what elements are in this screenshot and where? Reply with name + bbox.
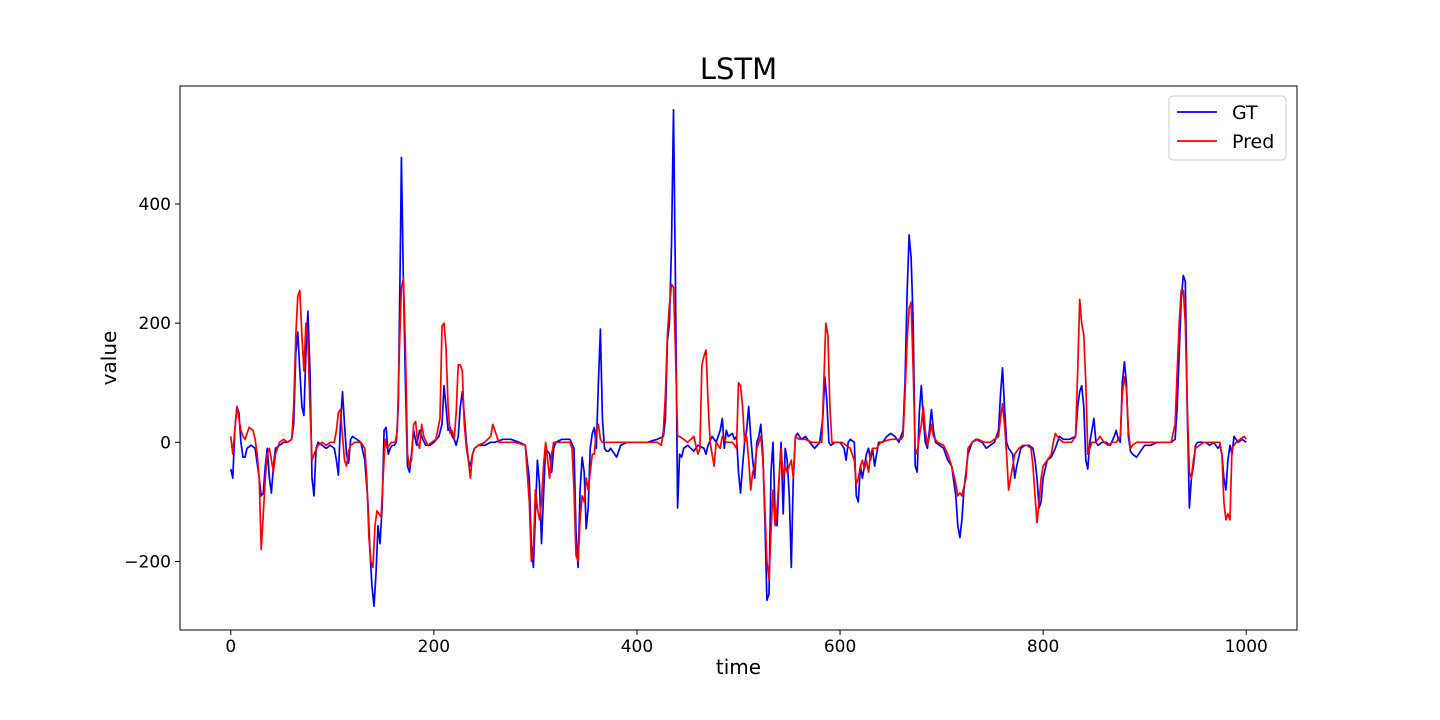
y-tick-label: 200 [139,314,171,334]
chart-title: LSTM [700,52,777,86]
y-tick-label: 0 [160,433,171,453]
x-axis: 0 200 400 600 800 1000 [225,630,1268,657]
series-line-pred [229,277,1247,581]
x-axis-label: time [716,655,761,679]
x-tick-label: 600 [824,637,856,657]
plot-frame [179,85,1298,631]
x-tick-label: 800 [1027,637,1059,657]
legend-label-pred: Pred [1232,131,1274,153]
x-tick-label: 1000 [1225,637,1268,657]
x-tick-label: 0 [225,637,236,657]
y-tick-label: 400 [139,195,171,215]
series-line-gt [229,108,1247,608]
y-tick-label: −200 [124,552,171,572]
legend-label-gt: GT [1232,102,1258,124]
y-axis: −200 0 200 400 [124,195,180,572]
x-tick-label: 200 [418,637,450,657]
series-layer [229,108,1247,608]
x-tick-label: 400 [621,637,653,657]
y-axis-label: value [97,331,121,386]
legend: GT Pred [1168,95,1287,161]
